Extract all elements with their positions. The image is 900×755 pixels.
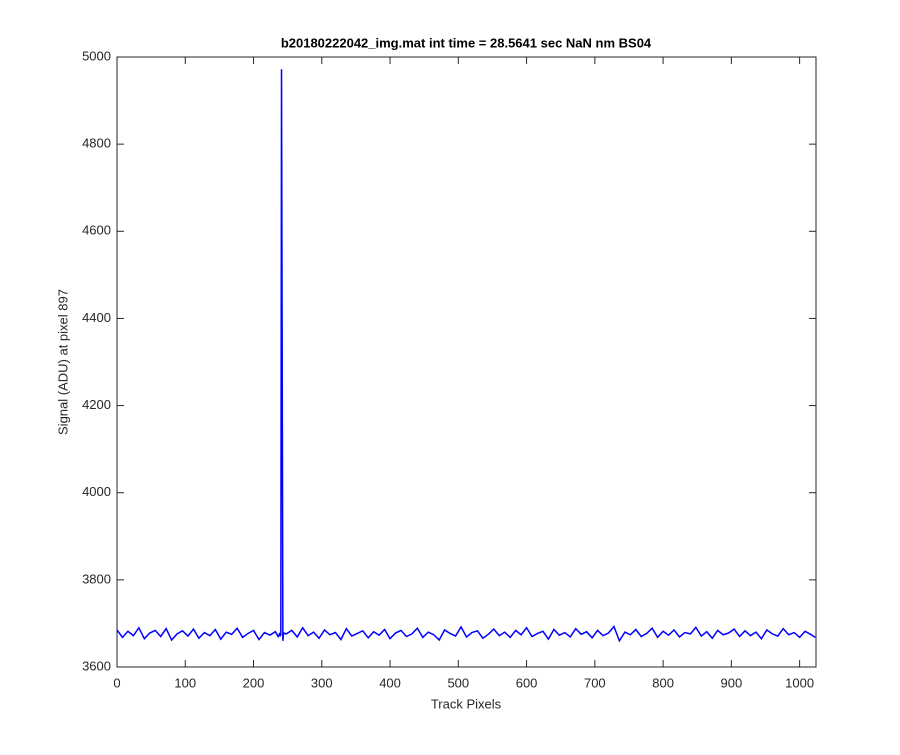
y-tick-label: 4400 <box>82 310 111 325</box>
x-tick-label: 0 <box>113 675 120 690</box>
y-axis-label: Signal (ADU) at pixel 897 <box>55 289 70 435</box>
chart-title: b20180222042_img.mat int time = 28.5641 … <box>281 35 652 50</box>
x-tick-label: 700 <box>584 675 606 690</box>
x-tick-label: 1000 <box>785 675 814 690</box>
data-line <box>116 69 816 643</box>
plot-frame <box>116 56 817 668</box>
x-tick-label: 100 <box>174 675 196 690</box>
x-tick-label: 800 <box>652 675 674 690</box>
y-tick-label: 4000 <box>82 484 111 499</box>
x-tick-label: 400 <box>379 675 401 690</box>
y-tick-label: 5000 <box>82 48 111 63</box>
x-tick-label: 500 <box>447 675 469 690</box>
x-tick-label: 200 <box>243 675 265 690</box>
x-axis-label: Track Pixels <box>431 696 502 711</box>
y-tick-label: 4800 <box>82 136 111 151</box>
y-tick-label: 4600 <box>82 223 111 238</box>
x-tick-label: 300 <box>311 675 333 690</box>
x-tick-label: 600 <box>516 675 538 690</box>
x-tick-label: 900 <box>721 675 743 690</box>
y-tick-label: 4200 <box>82 397 111 412</box>
y-tick-label: 3600 <box>82 658 111 673</box>
y-tick-label: 3800 <box>82 571 111 586</box>
